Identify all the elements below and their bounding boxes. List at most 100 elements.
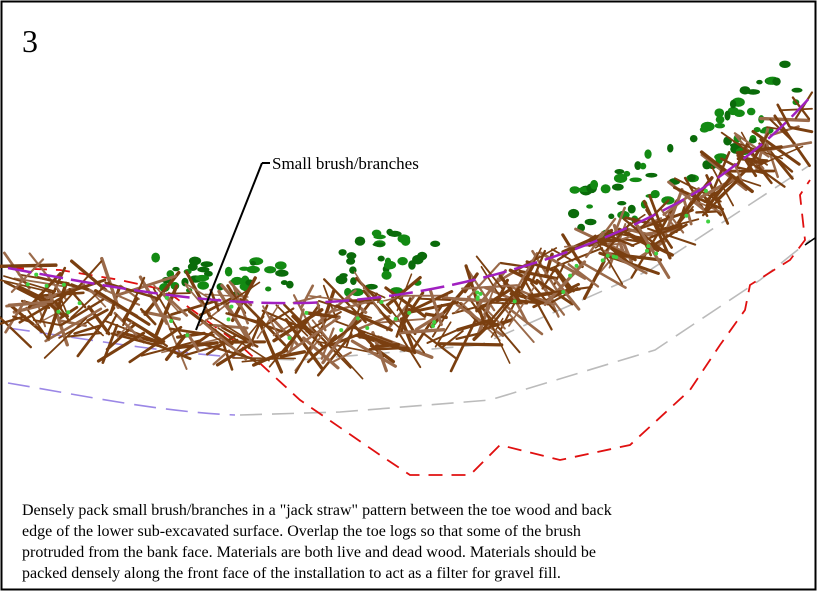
sprout — [226, 317, 231, 322]
caption-line: packed densely along the front face of t… — [22, 565, 561, 582]
excavation-line — [9, 179, 811, 476]
branch — [283, 303, 312, 333]
branch — [455, 303, 505, 338]
branch — [482, 306, 511, 364]
branch — [475, 287, 513, 313]
branch — [94, 289, 151, 326]
leaf — [608, 213, 615, 220]
branch — [317, 299, 373, 319]
sprout — [379, 300, 384, 305]
sprout — [185, 333, 190, 338]
sprout — [703, 188, 708, 193]
branch — [32, 319, 61, 326]
branch — [88, 288, 107, 308]
sprout — [478, 291, 483, 296]
branch — [735, 145, 783, 155]
leaf — [727, 106, 739, 116]
branch — [395, 297, 412, 338]
bank-surface — [7, 94, 813, 305]
leaf — [617, 201, 627, 206]
branch — [465, 262, 501, 301]
caption-line: protruded from the bank face. Materials … — [22, 544, 596, 561]
branch — [759, 138, 794, 180]
branch — [0, 315, 32, 349]
branch — [602, 251, 663, 262]
branch — [527, 285, 593, 297]
leaf — [203, 270, 213, 277]
branch — [530, 281, 557, 313]
branch — [407, 300, 460, 314]
branch — [766, 126, 788, 132]
branch — [391, 280, 418, 304]
branch — [636, 224, 671, 279]
branch — [202, 321, 248, 361]
sprout — [304, 310, 309, 315]
leaf — [381, 270, 392, 280]
branch — [76, 306, 116, 358]
branch — [33, 312, 57, 327]
leaf — [339, 273, 348, 278]
panel-number: 3 — [22, 23, 38, 59]
branch — [456, 318, 493, 332]
branch — [776, 103, 791, 128]
branch — [543, 260, 587, 306]
leader-line — [195, 162, 263, 331]
leaf — [250, 260, 257, 266]
branch — [5, 300, 54, 308]
sprout — [77, 301, 82, 306]
branch — [737, 166, 768, 175]
leaf — [645, 193, 659, 199]
leaf — [746, 107, 756, 116]
leaf — [687, 174, 696, 182]
branch — [256, 304, 280, 339]
branch — [701, 180, 738, 217]
leaf — [753, 127, 761, 133]
branch — [217, 327, 270, 362]
branch — [515, 252, 539, 291]
branch — [163, 314, 188, 370]
sprout — [574, 263, 579, 268]
branch — [508, 285, 536, 327]
leaf — [195, 274, 210, 282]
sprout — [512, 299, 517, 304]
leaf — [387, 230, 402, 237]
leaf — [265, 286, 272, 292]
leaf — [634, 161, 642, 170]
leaf — [371, 229, 382, 237]
branch — [316, 333, 353, 377]
leaf — [197, 281, 210, 290]
branch — [186, 332, 201, 353]
branch — [419, 330, 459, 361]
branch — [778, 107, 813, 112]
branch — [553, 278, 581, 311]
sprout — [407, 310, 412, 315]
branch — [268, 330, 300, 368]
branch — [27, 272, 62, 309]
branch — [104, 281, 160, 300]
leaf — [346, 252, 357, 260]
sprout — [56, 309, 61, 314]
branch — [256, 317, 284, 374]
leaf — [590, 179, 599, 190]
leaf — [239, 266, 250, 271]
branch — [441, 330, 464, 349]
branch — [261, 309, 316, 335]
branch — [733, 132, 770, 158]
branch — [87, 305, 111, 336]
leaf — [280, 280, 288, 286]
leaf — [627, 204, 636, 214]
branch — [321, 314, 359, 365]
branch — [332, 319, 393, 343]
sprout — [684, 213, 689, 218]
branch — [480, 265, 500, 296]
sprout — [339, 328, 344, 333]
sprout — [393, 316, 398, 321]
branch — [12, 300, 56, 314]
sprout — [169, 318, 174, 323]
branch — [567, 263, 600, 288]
caption-line: edge of the lower sub-excavated surface.… — [22, 523, 581, 540]
branch — [0, 315, 27, 325]
branch — [306, 311, 341, 319]
branch — [483, 277, 499, 316]
branch — [165, 292, 191, 295]
